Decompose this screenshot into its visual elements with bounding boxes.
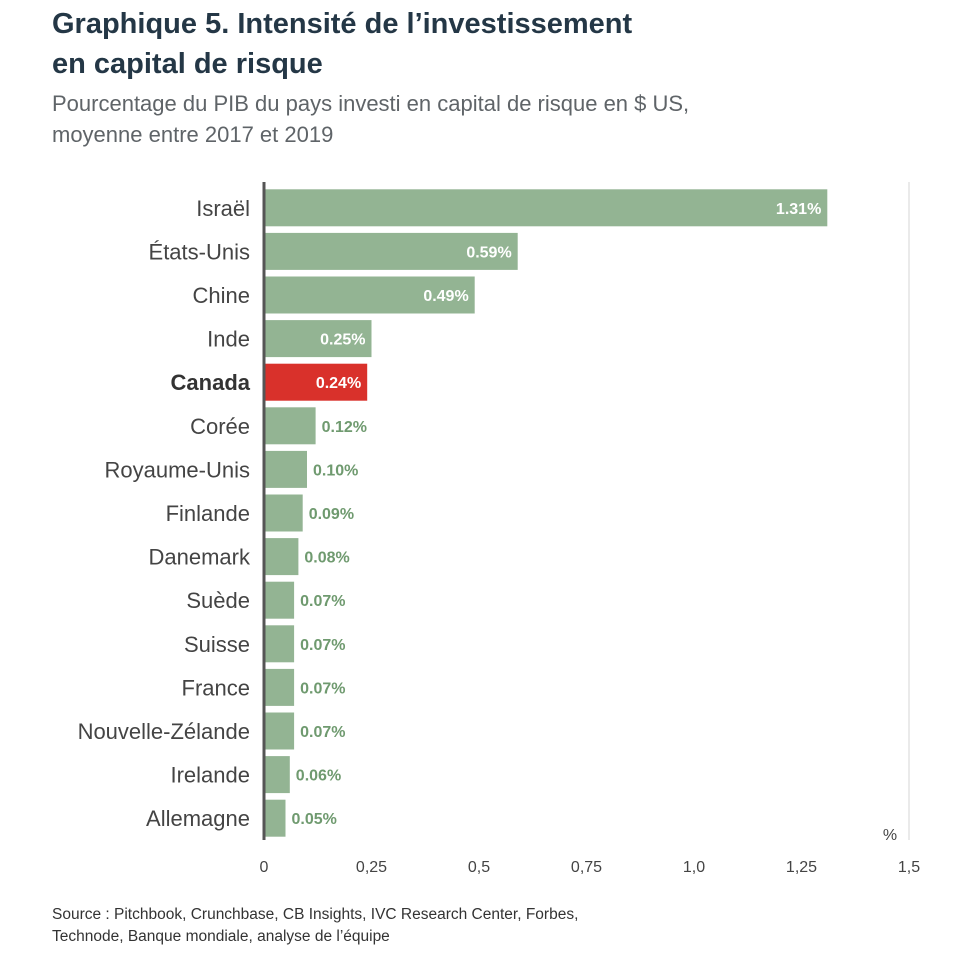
category-label-inde: Inde bbox=[207, 327, 250, 352]
source-note: Source : Pitchbook, Crunchbase, CB Insig… bbox=[52, 904, 912, 948]
bar-chart: Israël 1.31% États-Unis 0.59% Chine 0.49% Inde… bbox=[78, 182, 920, 876]
chart-title: Graphique 5. Intensité de l’investisseme… bbox=[52, 4, 932, 84]
bar-france bbox=[264, 668, 295, 706]
category-label-nouvelle-zelande: Nouvelle-Zélande bbox=[78, 719, 250, 744]
category-label-france: France bbox=[182, 675, 250, 700]
bar-irelande bbox=[264, 756, 290, 794]
chart-subtitle-line-2: moyenne entre 2017 et 2019 bbox=[52, 122, 334, 147]
value-label-coree: 0.12% bbox=[322, 419, 367, 436]
category-label-coree: Corée bbox=[190, 414, 250, 439]
x-tick-label-5: 1,25 bbox=[786, 859, 817, 876]
category-label-chine: Chine bbox=[193, 283, 250, 308]
chart-subtitle: Pourcentage du PIB du pays investi en ca… bbox=[52, 88, 932, 150]
value-label-suede: 0.07% bbox=[300, 593, 345, 610]
bar-suede bbox=[264, 581, 295, 619]
x-tick-label-0: 0 bbox=[260, 859, 269, 876]
category-label-allemagne: Allemagne bbox=[146, 806, 250, 831]
bar-canada bbox=[264, 363, 368, 401]
bar-danemark bbox=[264, 538, 299, 576]
bar-finlande bbox=[264, 494, 303, 532]
x-tick-label-2: 0,5 bbox=[468, 859, 490, 876]
value-label-suisse: 0.07% bbox=[300, 637, 345, 654]
value-label-danemark: 0.08% bbox=[304, 550, 349, 567]
value-label-inde: 0.25% bbox=[320, 332, 365, 349]
bar-etats-unis bbox=[264, 232, 518, 270]
category-label-royaume-unis: Royaume-Unis bbox=[105, 457, 251, 482]
category-label-irelande: Irelande bbox=[170, 763, 250, 788]
x-axis-unit-label: % bbox=[883, 827, 897, 844]
value-label-finlande: 0.09% bbox=[309, 506, 354, 523]
bar-allemagne bbox=[264, 799, 286, 837]
chart-title-line-1: Graphique 5. Intensité de l’investisseme… bbox=[52, 8, 633, 40]
x-tick-label-3: 0,75 bbox=[571, 859, 602, 876]
bar-chine bbox=[264, 276, 475, 314]
bar-coree bbox=[264, 407, 316, 445]
source-line-1: Source : Pitchbook, Crunchbase, CB Insig… bbox=[52, 906, 579, 923]
category-label-suede: Suède bbox=[186, 588, 250, 613]
bar-inde bbox=[264, 320, 372, 358]
bar-suisse bbox=[264, 625, 295, 663]
category-label-etats-unis: États-Unis bbox=[149, 239, 250, 264]
value-label-chine: 0.49% bbox=[423, 288, 468, 305]
category-label-canada: Canada bbox=[171, 370, 251, 395]
chart-title-line-2: en capital de risque bbox=[52, 48, 323, 80]
source-line-2: Technode, Banque mondiale, analyse de l’… bbox=[52, 928, 390, 945]
x-tick-label-4: 1,0 bbox=[683, 859, 705, 876]
category-label-finlande: Finlande bbox=[166, 501, 250, 526]
value-label-nouvelle-zelande: 0.07% bbox=[300, 724, 345, 741]
category-label-suisse: Suisse bbox=[184, 632, 250, 657]
bar-nouvelle-zelande bbox=[264, 712, 295, 750]
category-label-israel: Israël bbox=[196, 196, 250, 221]
x-tick-label-1: 0,25 bbox=[356, 859, 387, 876]
category-label-danemark: Danemark bbox=[149, 545, 251, 570]
value-label-france: 0.07% bbox=[300, 680, 345, 697]
value-label-etats-unis: 0.59% bbox=[466, 244, 511, 261]
value-label-israel: 1.31% bbox=[776, 201, 821, 218]
bar-royaume-unis bbox=[264, 450, 307, 488]
bar-israel bbox=[264, 189, 828, 227]
value-label-royaume-unis: 0.10% bbox=[313, 462, 358, 479]
chart-subtitle-line-1: Pourcentage du PIB du pays investi en ca… bbox=[52, 91, 690, 116]
value-label-canada: 0.24% bbox=[316, 375, 361, 392]
value-label-irelande: 0.06% bbox=[296, 768, 341, 785]
x-tick-label-6: 1,5 bbox=[898, 859, 920, 876]
value-label-allemagne: 0.05% bbox=[292, 811, 337, 828]
